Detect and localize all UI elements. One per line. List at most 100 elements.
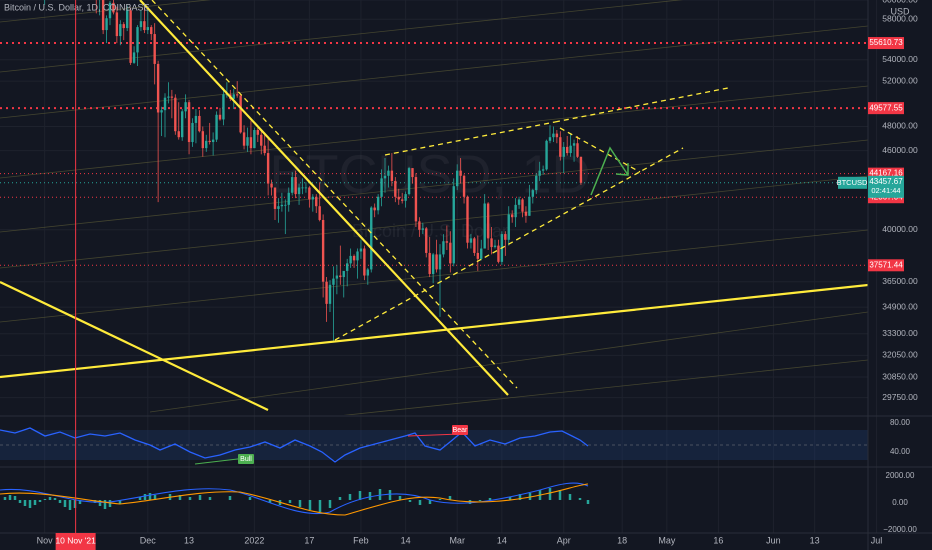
candle-body xyxy=(297,187,301,195)
candle-body xyxy=(442,241,445,255)
chart-title: Bitcoin / U.S. Dollar, 1D, COINBASE xyxy=(4,2,150,12)
candle-body xyxy=(438,254,442,270)
price-axis: 60000.00 58000.00 54000.00 52000.00 48000.00… xyxy=(882,0,918,402)
candle-body xyxy=(466,196,469,243)
candle-body xyxy=(156,63,160,113)
candle-body xyxy=(552,133,555,138)
candle-body xyxy=(387,170,390,176)
drawings xyxy=(0,0,868,411)
candle-body xyxy=(339,275,342,278)
candle-body xyxy=(565,146,569,154)
candle-body xyxy=(235,94,239,96)
candle-body xyxy=(232,94,235,99)
candle-body xyxy=(394,180,397,197)
candle-body xyxy=(421,228,425,230)
candle-body xyxy=(562,146,565,157)
level-label: 55610.73 xyxy=(869,38,903,47)
candle-body xyxy=(576,143,579,157)
candle-body xyxy=(545,140,548,170)
candle-body xyxy=(174,97,177,132)
candle-body xyxy=(318,206,321,220)
candle-body xyxy=(541,169,545,171)
last-price-bg xyxy=(868,175,904,198)
bear-label: Bear xyxy=(453,427,468,434)
watermark-name: Bitcoin / U.S. Dollar xyxy=(352,221,508,241)
candle-body xyxy=(504,234,507,240)
macd-axis: 2000.00 0.00 −2000.00 xyxy=(883,471,917,534)
x-tick-label: 18 xyxy=(617,535,627,545)
candle-body xyxy=(249,137,253,149)
y-tick-label: 34900.00 xyxy=(882,301,918,311)
x-tick-label: Apr xyxy=(557,535,571,545)
candle-body xyxy=(163,97,167,111)
candle-body xyxy=(490,238,493,248)
candle-body xyxy=(198,115,201,132)
candle-body xyxy=(342,270,345,278)
candle-body xyxy=(205,140,208,149)
candle-body xyxy=(514,204,517,218)
candle-body xyxy=(383,175,387,179)
y-tick-label: 40000.00 xyxy=(882,224,918,234)
x-tick-label: 17 xyxy=(304,535,314,545)
x-tick-label: 14 xyxy=(497,535,507,545)
candle-body xyxy=(400,199,404,201)
candle-body xyxy=(211,139,215,143)
x-tick-label: 13 xyxy=(810,535,820,545)
candle-body xyxy=(187,102,191,143)
candle-body xyxy=(332,278,335,285)
candle-body xyxy=(160,110,163,113)
candle-body xyxy=(380,178,383,197)
candle-body xyxy=(345,263,349,271)
candle-body xyxy=(480,248,483,259)
candle-body xyxy=(483,203,486,249)
candle-body xyxy=(208,140,211,143)
candle-body xyxy=(473,238,476,253)
candle-body xyxy=(290,177,294,193)
x-tick-label: 14 xyxy=(401,535,411,545)
candle-body xyxy=(143,21,146,31)
candle-body xyxy=(352,255,356,261)
candle-body xyxy=(452,186,455,264)
x-tick-label: 13 xyxy=(184,535,194,545)
candle-body xyxy=(414,177,418,222)
candle-body xyxy=(136,27,139,53)
candle-body xyxy=(356,251,359,261)
level-label: 49577.55 xyxy=(869,103,903,112)
tick-highlight xyxy=(55,533,96,550)
candle-body xyxy=(459,170,462,176)
level-label-bg xyxy=(868,259,904,272)
y-tick-label: 30850.00 xyxy=(882,371,918,381)
candle-body xyxy=(349,255,352,264)
candle-body xyxy=(315,196,318,207)
candle-body xyxy=(435,254,438,270)
candle-body xyxy=(242,132,246,146)
candle-body xyxy=(263,145,266,154)
candle-body xyxy=(122,24,125,29)
symbol-tag-bg xyxy=(838,176,867,189)
candle-body xyxy=(370,207,373,270)
candle-body xyxy=(486,203,490,239)
countdown: 02:41:44 xyxy=(871,186,900,195)
candle-body xyxy=(325,281,328,304)
y-tick-label: 58000.00 xyxy=(882,13,918,23)
candle-body xyxy=(308,187,311,200)
x-tick-label: Dec xyxy=(140,535,157,545)
y-tick-label: 52000.00 xyxy=(882,75,918,85)
candle-body xyxy=(301,187,304,189)
candle-body xyxy=(170,96,174,98)
candle-body xyxy=(579,156,583,183)
candle-body xyxy=(266,153,270,184)
x-tick-label: Jul xyxy=(871,535,883,545)
channel-lines xyxy=(0,0,868,415)
candle-body xyxy=(363,248,366,276)
symbol-tag: BTCUSD xyxy=(837,178,868,187)
candle-body xyxy=(445,241,449,243)
candle-body xyxy=(125,10,129,29)
level-label-bg xyxy=(868,102,904,115)
candle-body xyxy=(373,207,376,211)
candle-body xyxy=(559,137,562,157)
candle-body xyxy=(528,196,531,216)
candle-body xyxy=(222,94,225,120)
price-labels: 55610.7349577.5544167.1642367.0437571.44… xyxy=(837,37,904,272)
watermark-symbol: BTCUSD, 1D xyxy=(269,144,590,204)
